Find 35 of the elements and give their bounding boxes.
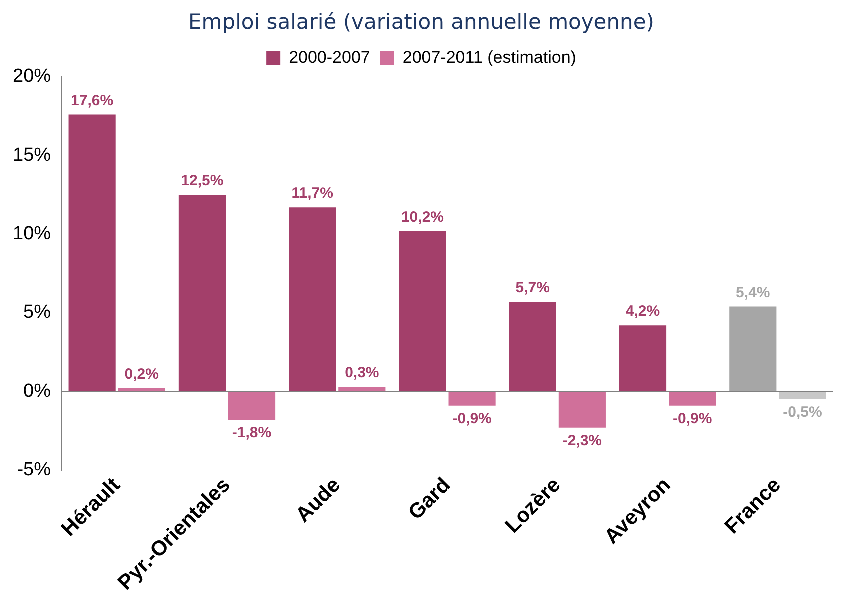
bar xyxy=(68,114,116,392)
data-label: -0,9% xyxy=(452,410,492,428)
data-label: 4,2% xyxy=(626,303,660,320)
y-tick-label: 5% xyxy=(24,302,52,324)
data-label: 5,4% xyxy=(736,284,770,302)
y-tick-label: -5% xyxy=(17,460,52,481)
data-label: 0,2% xyxy=(124,366,159,384)
legend-label: 2007-2011 (estimation) xyxy=(402,48,576,68)
bar xyxy=(730,306,777,392)
data-label: 0,3% xyxy=(345,364,380,382)
bar xyxy=(228,392,276,420)
bar xyxy=(619,326,667,392)
bar xyxy=(399,231,446,392)
y-tick-label: 10% xyxy=(12,224,52,245)
data-label: -0,5% xyxy=(783,404,822,422)
y-tick-label: 20% xyxy=(12,66,52,88)
bar xyxy=(669,392,716,406)
data-label: -2,3% xyxy=(562,432,602,450)
data-label: 12,5% xyxy=(181,172,224,190)
data-label: -1,8% xyxy=(232,424,272,442)
bar xyxy=(558,392,606,428)
data-label: -0,9% xyxy=(672,410,712,428)
legend-label: 2000-2007 xyxy=(289,48,370,68)
chart-title: Emploi salarié (variation annuelle moyenne) xyxy=(188,10,656,34)
data-label: 17,6% xyxy=(71,92,114,110)
y-tick-label: 0% xyxy=(24,380,52,402)
bar xyxy=(178,195,226,392)
bar xyxy=(289,208,336,392)
bar xyxy=(448,392,496,406)
data-label: 11,7% xyxy=(292,185,334,202)
bar xyxy=(779,392,826,400)
bar xyxy=(509,302,556,392)
y-tick-label: 15% xyxy=(12,144,52,166)
data-label: 5,7% xyxy=(516,280,550,297)
data-label: 10,2% xyxy=(401,208,444,226)
